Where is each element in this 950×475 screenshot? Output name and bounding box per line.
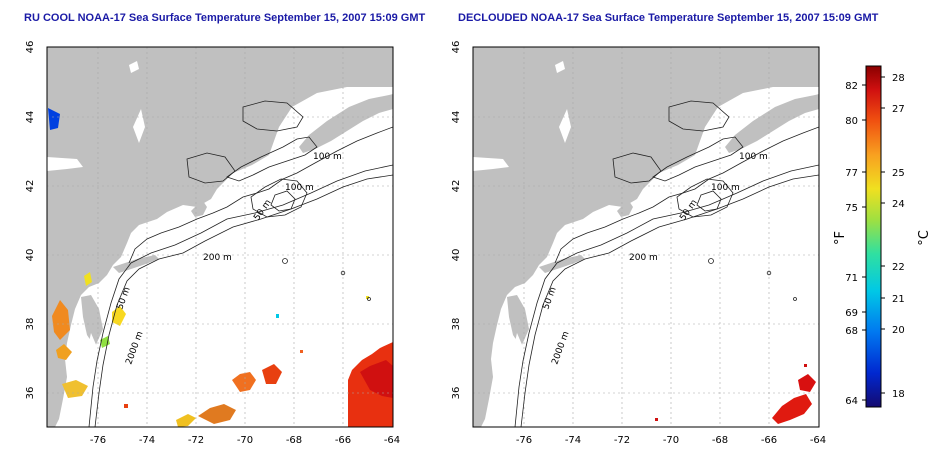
right-lon-tick: -64 [810,435,826,446]
right-lat-tick: 40 [451,249,462,262]
right-lon-tick: -72 [614,435,630,446]
left-contour-label-100b: 100 m [285,183,314,193]
right-lat-tick: 44 [451,111,462,124]
left-lat-tick: 42 [25,180,36,193]
left-lat-tick: 36 [25,387,36,400]
left-lat-tick: 46 [25,41,36,54]
celsius-tick: 20 [892,325,905,336]
right-lon-tick: -76 [516,435,532,446]
left-map-title: RU COOL NOAA-17 Sea Surface Temperature … [24,12,426,24]
left-contour-label-200: 200 m [203,253,232,263]
celsius-tick: 21 [892,294,905,305]
fahrenheit-tick: 64 [845,396,858,407]
right-lon-tick: -74 [565,435,581,446]
fahrenheit-tick: 69 [845,308,858,319]
right-contour-label-100b: 100 m [711,183,740,193]
fahrenheit-tick: 82 [845,81,858,92]
fahrenheit-tick: 75 [845,203,858,214]
right-lon-tick: -68 [712,435,728,446]
left-lon-tick: -64 [384,435,400,446]
left-sst-pixels [48,108,393,427]
fahrenheit-tick: 71 [845,273,858,284]
fahrenheit-tick: 68 [845,326,858,337]
celsius-tick: 25 [892,168,905,179]
right-contour-label-100a: 100 m [739,152,768,162]
left-lon-tick: -66 [335,435,351,446]
left-lon-tick: -68 [286,435,302,446]
right-lat-tick: 42 [451,180,462,193]
right-sst-map: 100 m 100 m 50 m 200 m 50 m 2000 m -76 -… [451,41,826,446]
right-sst-pixels [655,364,816,424]
right-grid [473,47,819,427]
celsius-tick: 24 [892,199,905,210]
celsius-tick: 22 [892,262,905,273]
left-lat-tick: 44 [25,111,36,124]
left-lon-tick: -72 [188,435,204,446]
right-lat-tick: 36 [451,387,462,400]
left-grid [47,47,393,427]
left-lat-tick: 40 [25,249,36,262]
right-contour-label-200: 200 m [629,253,658,263]
left-sst-map: 100 m 100 m 50 m 200 m 50 m 2000 m -76 -… [25,41,400,446]
celsius-axis-label: °C [917,230,932,246]
left-contour-label-100a: 100 m [313,152,342,162]
fahrenheit-tick: 77 [845,168,858,179]
right-lon-tick: -70 [663,435,679,446]
right-lat-tick: 38 [451,318,462,331]
left-lon-tick: -74 [139,435,155,446]
left-plot-frame [46,46,394,428]
right-map-title: DECLOUDED NOAA-17 Sea Surface Temperatur… [458,12,879,24]
celsius-tick: 28 [892,73,905,84]
fahrenheit-tick: 80 [845,116,858,127]
left-lat-tick: 38 [25,318,36,331]
celsius-tick: 18 [892,389,905,400]
right-lat-tick: 46 [451,41,462,54]
right-plot-frame [472,46,820,428]
right-lon-tick: -66 [761,435,777,446]
fahrenheit-axis-label: °F [833,231,848,245]
left-lon-tick: -70 [237,435,253,446]
temperature-colorbar: 82 80 77 75 71 69 68 64 28 27 25 24 22 2… [833,65,932,408]
celsius-tick: 27 [892,104,905,115]
colorbar-gradient [865,65,882,408]
left-lon-tick: -76 [90,435,106,446]
